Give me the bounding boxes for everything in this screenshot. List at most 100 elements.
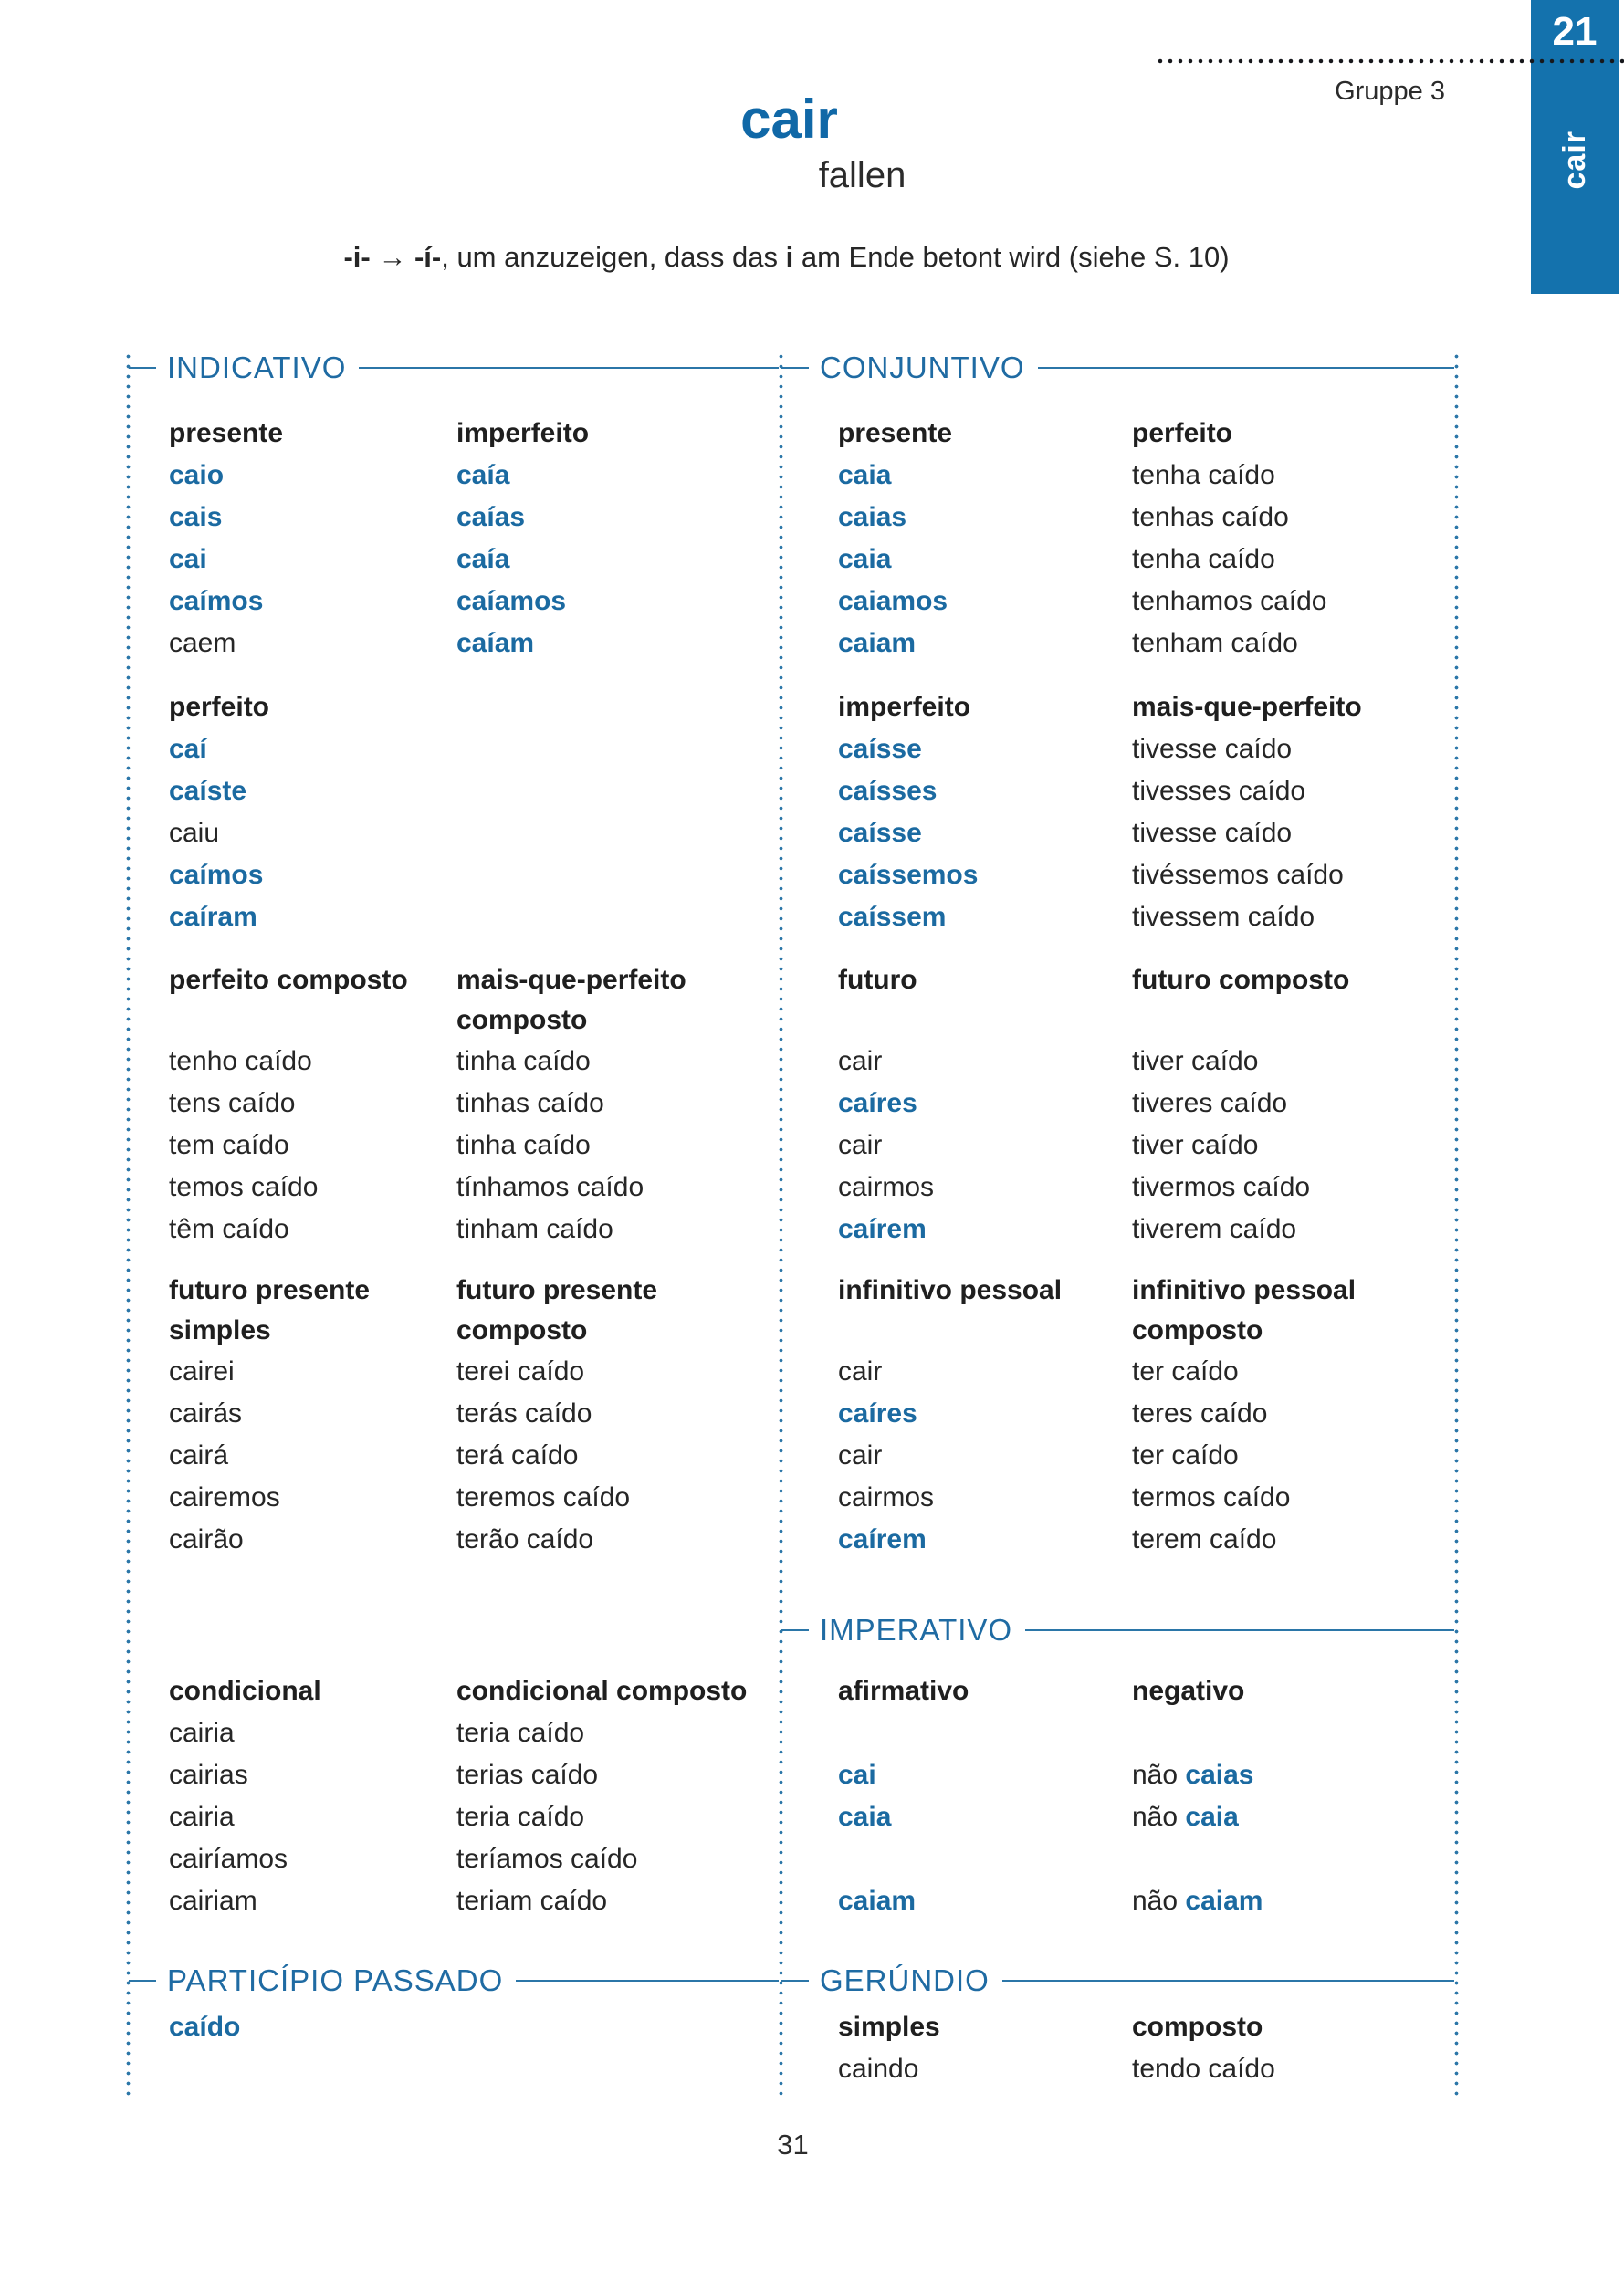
- verb-form: ter caído: [1132, 1356, 1239, 1387]
- verb-form: cairíamos: [169, 1844, 288, 1874]
- rule-line: [1001, 1980, 1454, 1982]
- verb-form: caias: [838, 502, 907, 532]
- verb-form: tens caído: [169, 1088, 296, 1118]
- verb-form: tivesses caído: [1132, 776, 1306, 806]
- column-header: futuro composto: [1132, 965, 1350, 995]
- rule-dash: [781, 1980, 809, 1982]
- verb-form: cai: [838, 1760, 876, 1790]
- dotted-border-middle: [779, 354, 783, 2101]
- verb-form: caindo: [838, 2054, 919, 2084]
- column-header: simples: [838, 2012, 940, 2042]
- tab-page-number: 21: [1552, 9, 1598, 54]
- imperativo-negativo-column: negativo não caias não caia não caiam: [1132, 1670, 1417, 1922]
- verb-form: tínhamos caído: [456, 1172, 644, 1202]
- section-header-conjuntivo: CONJUNTIVO: [781, 350, 1454, 386]
- verb-form: cairia: [169, 1718, 235, 1748]
- verb-form: caíssem: [838, 902, 947, 932]
- verb-form: caia: [838, 544, 892, 574]
- rule-dash: [129, 1980, 156, 1982]
- verb-form: tenhamos caído: [1132, 586, 1327, 616]
- verb-form: [1132, 1838, 1417, 1880]
- verb-form: terá caído: [456, 1440, 579, 1470]
- verb-form: tem caído: [169, 1130, 289, 1160]
- indicativo-imperfeito-column: imperfeito caía caías caía caíamos caíam: [456, 413, 741, 665]
- verb-form: ter caído: [1132, 1440, 1239, 1470]
- page-subtitle: fallen: [818, 155, 906, 195]
- verb-form: caíram: [169, 902, 257, 932]
- verb-form: não caias: [1132, 1760, 1254, 1790]
- verb-form: caia: [838, 1802, 892, 1832]
- verb-form: tiveres caído: [1132, 1088, 1288, 1118]
- verb-form: [838, 1712, 1123, 1754]
- verb-form: cair: [838, 1046, 883, 1076]
- verb-form: cair: [838, 1356, 883, 1387]
- column-header: infinitivo pessoal: [838, 1275, 1063, 1305]
- verb-form: tinha caído: [456, 1046, 591, 1076]
- verb-form: cair: [838, 1130, 883, 1160]
- verb-form: cairias: [169, 1760, 248, 1790]
- verb-form: caísses: [838, 776, 938, 806]
- conjuntivo-imperfeito-column: imperfeito caísse caísses caísse caíssemos ca…: [838, 686, 1123, 938]
- page-title: cair: [740, 89, 838, 150]
- verb-form: cair: [838, 1440, 883, 1470]
- verb-form: teriam caído: [456, 1886, 608, 1916]
- verb-form: caías: [456, 502, 526, 532]
- column-header: imperfeito: [456, 418, 590, 448]
- verb-form: tivermos caído: [1132, 1172, 1311, 1202]
- verb-form: caíssemos: [838, 860, 979, 890]
- verb-form: caiu: [169, 818, 220, 848]
- verb-form: cairia: [169, 1802, 235, 1832]
- verb-form: teria caído: [456, 1718, 585, 1748]
- futuro-presente-simples-column: futuro presente simples cairei cairás cairá c…: [169, 1271, 454, 1561]
- verb-form: caía: [456, 544, 510, 574]
- rule-dash: [781, 1629, 809, 1631]
- conjuntivo-futuro-composto-column: futuro composto tiver caído tiveres caído t…: [1132, 960, 1417, 1251]
- imperativo-afirmativo-column: afirmativo cai caia caiam: [838, 1670, 1123, 1922]
- verb-form: cairmos: [838, 1482, 935, 1512]
- verb-form: cairiam: [169, 1886, 257, 1916]
- group-label: Gruppe 3: [1335, 77, 1445, 106]
- verb-form: [1132, 1712, 1417, 1754]
- verb-form: tiverem caído: [1132, 1214, 1297, 1244]
- verb-form: termos caído: [1132, 1482, 1291, 1512]
- verb-form: cairão: [169, 1524, 244, 1554]
- verb-form: caísse: [838, 818, 922, 848]
- rule-dash: [129, 367, 156, 369]
- column-header: perfeito: [169, 692, 270, 722]
- verb-form: tivesse caído: [1132, 818, 1293, 848]
- verb-form: caísse: [838, 734, 922, 764]
- column-header: negativo: [1132, 1676, 1245, 1706]
- conjuntivo-mais-que-perfeito-column: mais-que-perfeito tivesse caído tivesses c…: [1132, 686, 1417, 938]
- column-header: futuro: [838, 965, 917, 995]
- verb-form: cairás: [169, 1398, 243, 1429]
- verb-form: não caiam: [1132, 1886, 1263, 1916]
- participio-passado-column: caído: [169, 2006, 454, 2048]
- infinitivo-pessoal-composto-column: infinitivo pessoal composto ter caído teres…: [1132, 1271, 1417, 1561]
- verb-form: caiamos: [838, 586, 948, 616]
- verb-form: tiver caído: [1132, 1046, 1259, 1076]
- rule-line: [516, 1980, 779, 1982]
- verb-form: caíamos: [456, 586, 567, 616]
- conjuntivo-futuro-column: futuro cair caíres cair cairmos caírem: [838, 960, 1123, 1251]
- verb-form: tenham caído: [1132, 628, 1298, 658]
- verb-form: caíam: [456, 628, 535, 658]
- rule-line: [359, 367, 779, 369]
- verb-form: caiam: [838, 628, 917, 658]
- usage-note: -i- → -í-, um anzuzeigen, dass das i am …: [343, 241, 1230, 273]
- rule-dash: [781, 367, 809, 369]
- verb-form: caia: [838, 460, 892, 490]
- verb-form: caíres: [838, 1398, 917, 1429]
- conjuntivo-perfeito-column: perfeito tenha caído tenhas caído tenha caí…: [1132, 413, 1417, 665]
- page-edge-tab: 21 cair: [1531, 0, 1619, 294]
- gerundio-simples-column: simples caindo: [838, 2006, 1123, 2090]
- page-number: 31: [777, 2129, 809, 2161]
- verb-form: cairá: [169, 1440, 229, 1470]
- verb-form: tinham caído: [456, 1214, 613, 1244]
- verb-form: caímos: [169, 860, 264, 890]
- verb-form: cai: [169, 544, 207, 574]
- verb-form: caí: [169, 734, 207, 764]
- column-header: perfeito composto: [169, 965, 408, 995]
- futuro-presente-composto-column: futuro presente composto terei caído terás …: [456, 1271, 778, 1561]
- verb-form: terei caído: [456, 1356, 585, 1387]
